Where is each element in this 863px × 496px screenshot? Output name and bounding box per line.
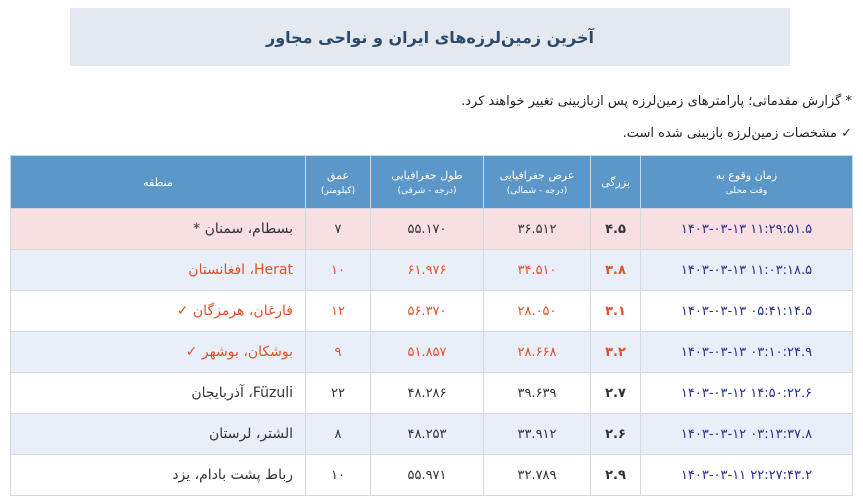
page: آخرین زمین‌لرزه‌های ایران و نواحی مجاور …: [10, 8, 853, 496]
cell-lat: ۳۳.۹۱۲: [483, 413, 591, 455]
column-header: زمان وقوع به وقت محلی: [640, 155, 853, 209]
cell-depth: ۷: [305, 208, 371, 250]
cell-time: ۱۴۰۳-۰۳-۱۳ ۱۱:۰۳:۱۸.۵: [640, 249, 853, 291]
cell-time: ۱۴۰۳-۰۳-۱۳ ۱۱:۲۹:۵۱.۵: [640, 208, 853, 250]
column-subtitle: (درجه - شرقی): [397, 185, 457, 196]
cell-depth: ۱۰: [305, 249, 371, 291]
cell-time: ۱۴۰۳-۰۳-۱۳ ۰۳:۱۰:۲۴.۹: [640, 331, 853, 373]
cell-mag: ۳.۲: [590, 331, 641, 373]
column-title: بزرگی: [601, 175, 630, 189]
cell-region: Herat، افغانستان: [10, 249, 306, 291]
cell-region: رباط پشت بادام، یزد: [10, 454, 306, 496]
cell-mag: ۴.۵: [590, 208, 641, 250]
table-row: ۱۴۰۳-۰۳-۱۲ ۱۴:۵۰:۲۲.۶ ۲.۷ ۳۹.۶۳۹ ۴۸.۲۸۶ ۲۲ Fü…: [10, 372, 853, 414]
cell-lat: ۳۹.۶۳۹: [483, 372, 591, 414]
cell-time: ۱۴۰۳-۰۳-۱۲ ۱۴:۵۰:۲۲.۶: [640, 372, 853, 414]
title-box: آخرین زمین‌لرزه‌های ایران و نواحی مجاور: [70, 8, 790, 66]
cell-mag: ۲.۷: [590, 372, 641, 414]
cell-lat: ۳۴.۵۱۰: [483, 249, 591, 291]
table-row: ۱۴۰۳-۰۳-۱۳ ۱۱:۰۳:۱۸.۵ ۳.۸ ۳۴.۵۱۰ ۶۱.۹۷۶ ۱۰ He…: [10, 249, 853, 291]
column-title: طول جغرافیایی: [391, 168, 463, 182]
header-row: زمان وقوع به وقت محلی بزرگی عرض جغرافیایی (د…: [10, 155, 853, 209]
cell-lat: ۳۲.۷۸۹: [483, 454, 591, 496]
column-header: منطقه: [10, 155, 306, 209]
column-header: طول جغرافیایی (درجه - شرقی): [370, 155, 484, 209]
cell-time: ۱۴۰۳-۰۳-۱۲ ۰۳:۱۳:۳۷.۸: [640, 413, 853, 455]
cell-time: ۱۴۰۳-۰۳-۱۳ ۰۵:۴۱:۱۴.۵: [640, 290, 853, 332]
cell-lat: ۳۶.۵۱۲: [483, 208, 591, 250]
column-title: عمق: [326, 168, 350, 182]
cell-depth: ۸: [305, 413, 371, 455]
column-header: عرض جغرافیایی (درجه - شمالی): [483, 155, 591, 209]
cell-lat: ۲۸.۰۵۰: [483, 290, 591, 332]
note: * گزارش مقدماتی؛ پارامترهای زمین‌لرزه پس…: [461, 94, 852, 109]
cell-lon: ۴۸.۲۸۶: [370, 372, 484, 414]
cell-mag: ۳.۱: [590, 290, 641, 332]
cell-region: Füzuli، آذربایجان: [10, 372, 306, 414]
column-subtitle: (کیلومتر): [320, 185, 356, 196]
cell-lon: ۵۵.۱۷۰: [370, 208, 484, 250]
table-row: ۱۴۰۳-۰۳-۱۳ ۱۱:۲۹:۵۱.۵ ۴.۵ ۳۶.۵۱۲ ۵۵.۱۷۰ ۷ بسط…: [10, 208, 853, 250]
cell-region: الشتر، لرستان: [10, 413, 306, 455]
cell-lon: ۶۱.۹۷۶: [370, 249, 484, 291]
cell-region: بسطام، سمنان *: [10, 208, 306, 250]
column-subtitle: (درجه - شمالی): [506, 185, 568, 196]
page-title: آخرین زمین‌لرزه‌های ایران و نواحی مجاور: [265, 27, 595, 47]
cell-region: فارغان، هرمزگان ✓: [10, 290, 306, 332]
cell-lon: ۵۵.۹۷۱: [370, 454, 484, 496]
table-row: ۱۴۰۳-۰۳-۱۱ ۲۲:۲۷:۴۳.۲ ۲.۹ ۳۲.۷۸۹ ۵۵.۹۷۱ ۱۰ رب…: [10, 454, 853, 496]
column-title: عرض جغرافیایی: [499, 168, 575, 182]
table-row: ۱۴۰۳-۰۳-۱۳ ۰۵:۴۱:۱۴.۵ ۳.۱ ۲۸.۰۵۰ ۵۶.۳۷۰ ۱۲ فا…: [10, 290, 853, 332]
note: ✓ مشخصات زمین‌لرزه بازبینی شده است.: [622, 126, 852, 141]
cell-mag: ۲.۶: [590, 413, 641, 455]
cell-lon: ۵۱.۸۵۷: [370, 331, 484, 373]
table-body: ۱۴۰۳-۰۳-۱۳ ۱۱:۲۹:۵۱.۵ ۴.۵ ۳۶.۵۱۲ ۵۵.۱۷۰ ۷ بسط…: [10, 208, 853, 496]
column-header: بزرگی: [590, 155, 641, 209]
column-header: عمق (کیلومتر): [305, 155, 371, 209]
cell-depth: ۹: [305, 331, 371, 373]
cell-lon: ۴۸.۲۵۳: [370, 413, 484, 455]
column-title: زمان وقوع به: [715, 168, 778, 182]
cell-lon: ۵۶.۳۷۰: [370, 290, 484, 332]
table-row: ۱۴۰۳-۰۳-۱۲ ۰۳:۱۳:۳۷.۸ ۲.۶ ۳۳.۹۱۲ ۴۸.۲۵۳ ۸ الش…: [10, 413, 853, 455]
table-row: ۱۴۰۳-۰۳-۱۳ ۰۳:۱۰:۲۴.۹ ۳.۲ ۲۸.۶۶۸ ۵۱.۸۵۷ ۹ بوش…: [10, 331, 853, 373]
cell-lat: ۲۸.۶۶۸: [483, 331, 591, 373]
column-title: منطقه: [143, 175, 173, 189]
cell-region: بوشکان، بوشهر ✓: [10, 331, 306, 373]
cell-depth: ۱۰: [305, 454, 371, 496]
cell-depth: ۱۲: [305, 290, 371, 332]
cell-depth: ۲۲: [305, 372, 371, 414]
earthquake-table: زمان وقوع به وقت محلی بزرگی عرض جغرافیایی (د…: [10, 155, 853, 496]
cell-time: ۱۴۰۳-۰۳-۱۱ ۲۲:۲۷:۴۳.۲: [640, 454, 853, 496]
column-subtitle: وقت محلی: [725, 185, 768, 196]
cell-mag: ۳.۸: [590, 249, 641, 291]
cell-mag: ۲.۹: [590, 454, 641, 496]
